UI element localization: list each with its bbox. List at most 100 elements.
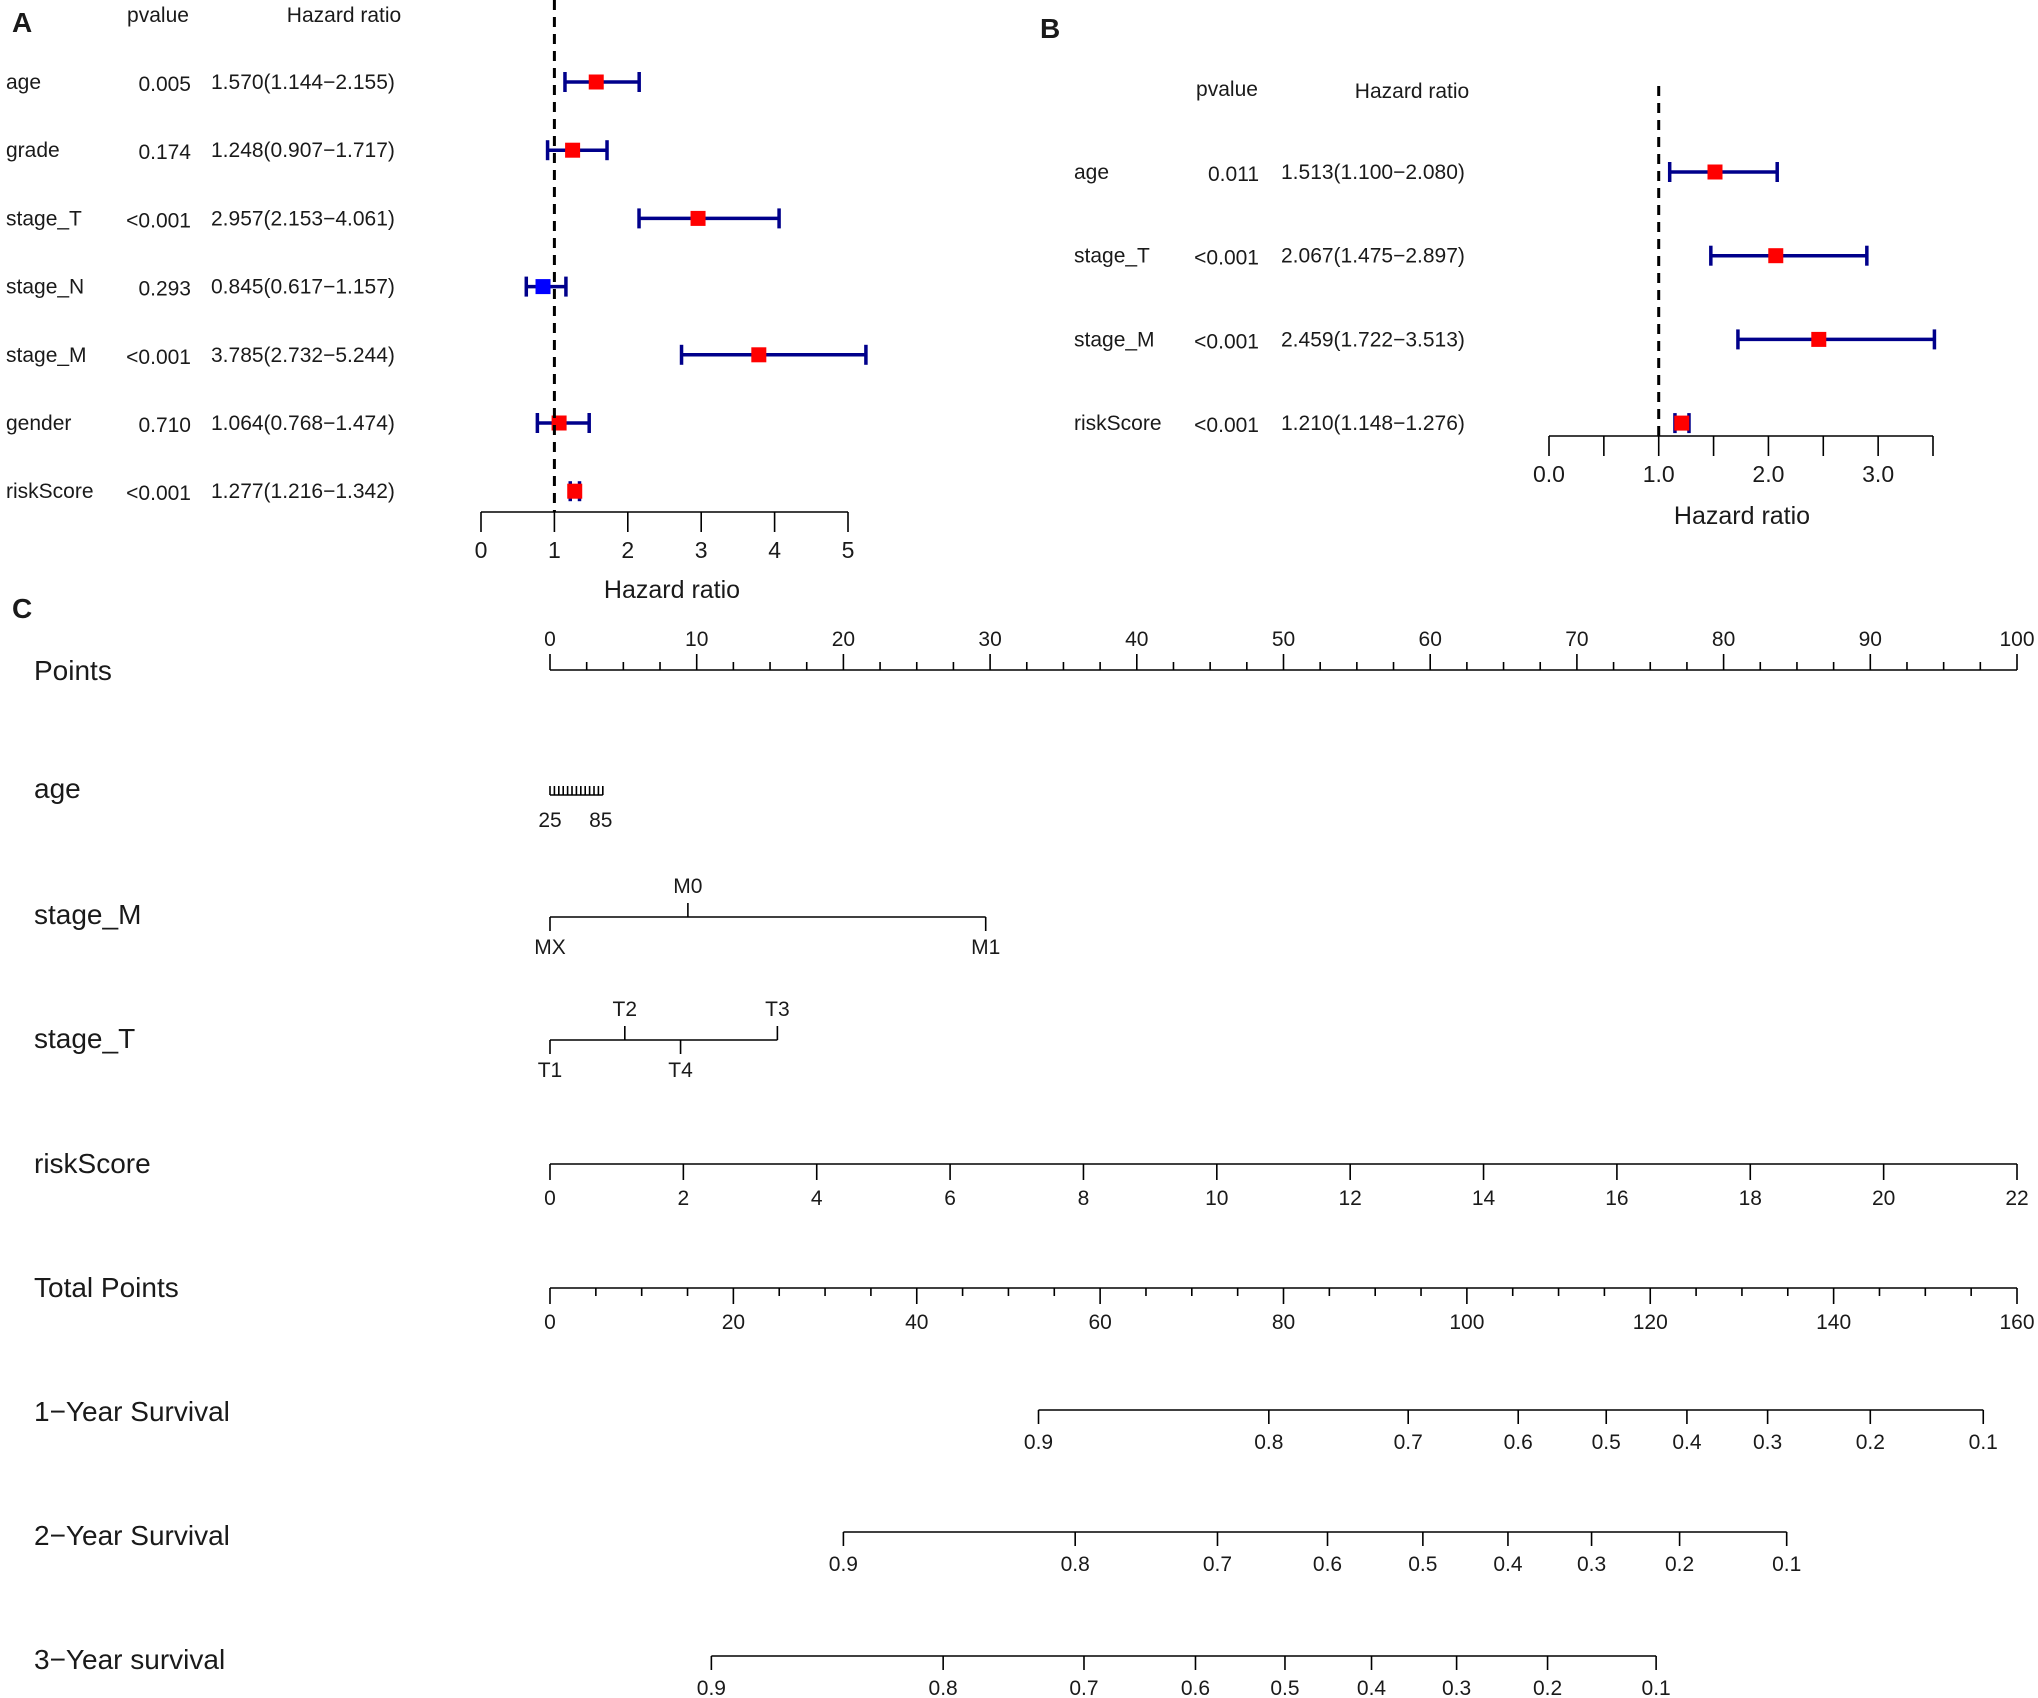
forest-row-hr-text: 0.845(0.617−1.157) xyxy=(211,276,395,299)
nomogram-tick-label: 18 xyxy=(1739,1187,1762,1210)
nomogram-row-label: riskScore xyxy=(34,1148,151,1179)
nomogram-row-label: stage_T xyxy=(34,1023,135,1054)
nomogram-probability-label: 0.7 xyxy=(1203,1553,1232,1576)
nomogram-probability-label: 0.8 xyxy=(929,1677,958,1698)
forest-x-tick-label: 0.0 xyxy=(1533,461,1565,487)
forest-x-tick-label: 3.0 xyxy=(1862,461,1894,487)
panel-b-label: B xyxy=(1040,13,1060,44)
forest-a-pvalue-header: pvalue xyxy=(127,4,189,27)
panel-c-label: C xyxy=(12,593,32,624)
forest-point xyxy=(588,74,604,90)
nomogram-probability-label: 0.2 xyxy=(1665,1553,1694,1576)
nomogram-tick-label: 80 xyxy=(1712,628,1735,651)
nomogram-tick-label: 10 xyxy=(1205,1187,1228,1210)
nomogram-tick-label: 40 xyxy=(1125,628,1148,651)
nomogram-probability-label: 0.6 xyxy=(1504,1431,1533,1454)
nomogram-tick-label: 2 xyxy=(678,1187,690,1210)
nomogram-row-label: stage_M xyxy=(34,899,141,930)
nomogram-category-label: T3 xyxy=(765,998,790,1021)
nomogram-tick-label: 0 xyxy=(544,1311,556,1334)
forest-row-pvalue: <0.001 xyxy=(126,209,191,232)
forest-row-hr-text: 1.064(0.768−1.474) xyxy=(211,412,395,435)
forest-x-tick-label: 4 xyxy=(768,537,781,563)
nomogram-probability-label: 0.4 xyxy=(1493,1553,1523,1576)
forest-row-hr-text: 3.785(2.732−5.244) xyxy=(211,344,395,367)
forest-row-pvalue: <0.001 xyxy=(1194,330,1259,353)
forest-x-tick-label: 2 xyxy=(621,537,634,563)
nomogram-tick-label: 40 xyxy=(905,1311,928,1334)
nomogram-tick-label: 12 xyxy=(1339,1187,1362,1210)
nomogram-probability-label: 0.5 xyxy=(1408,1553,1437,1576)
forest-point xyxy=(567,483,583,499)
nomogram-probability-label: 0.5 xyxy=(1270,1677,1299,1698)
forest-row-name: stage_M xyxy=(6,344,87,367)
nomogram-category-label: M1 xyxy=(971,936,1000,959)
forest-row-name: grade xyxy=(6,139,60,162)
forest-row-pvalue: 0.174 xyxy=(138,141,191,164)
nomogram-row-label: 3−Year survival xyxy=(34,1644,225,1675)
forest-row-name: stage_T xyxy=(1074,245,1150,268)
nomogram-tick-label: 120 xyxy=(1633,1311,1668,1334)
nomogram-probability-label: 0.2 xyxy=(1856,1431,1885,1454)
nomogram-row-label: Total Points xyxy=(34,1272,179,1303)
nomogram-tick-label: 10 xyxy=(685,628,708,651)
nomogram-tick-label: 70 xyxy=(1565,628,1588,651)
forest-b-hr-header: Hazard ratio xyxy=(1355,80,1469,103)
nomogram-tick-label: 20 xyxy=(722,1311,745,1334)
nomogram-probability-label: 0.3 xyxy=(1753,1431,1782,1454)
forest-row-pvalue: <0.001 xyxy=(1194,247,1259,270)
forest-row-hr-text: 2.067(1.475−2.897) xyxy=(1281,245,1465,268)
nomogram-probability-label: 0.9 xyxy=(1024,1431,1053,1454)
nomogram-row-label: Points xyxy=(34,655,112,686)
nomogram-tick-label: 16 xyxy=(1605,1187,1628,1210)
forest-row-name: gender xyxy=(6,412,71,435)
nomogram-tick-label: 90 xyxy=(1859,628,1882,651)
nomogram-probability-label: 0.3 xyxy=(1577,1553,1606,1576)
forest-point xyxy=(565,142,581,158)
nomogram-probability-label: 0.9 xyxy=(829,1553,858,1576)
forest-row-name: stage_T xyxy=(6,207,82,230)
forest-row-name: age xyxy=(1074,161,1109,184)
forest-x-tick-label: 1 xyxy=(548,537,561,563)
forest-a-xlabel: Hazard ratio xyxy=(604,576,740,604)
nomogram-probability-label: 0.9 xyxy=(697,1677,726,1698)
forest-x-tick-label: 2.0 xyxy=(1752,461,1784,487)
nomogram-tick-label: 160 xyxy=(1999,1311,2034,1334)
forest-row-hr-text: 1.277(1.216−1.342) xyxy=(211,480,395,503)
forest-b-pvalue-header: pvalue xyxy=(1196,78,1258,101)
forest-row-hr-text: 2.957(2.153−4.061) xyxy=(211,207,395,230)
forest-point xyxy=(1811,331,1827,347)
nomogram-probability-label: 0.1 xyxy=(1969,1431,1998,1454)
nomogram-tick-label: 25 xyxy=(538,809,561,832)
nomogram-category-label: MX xyxy=(534,936,566,959)
nomogram-probability-label: 0.1 xyxy=(1642,1677,1671,1698)
nomogram-probability-label: 0.8 xyxy=(1061,1553,1090,1576)
forest-point xyxy=(1768,248,1784,264)
nomogram-probability-label: 0.1 xyxy=(1772,1553,1801,1576)
forest-row-hr-text: 1.570(1.144−2.155) xyxy=(211,71,395,94)
forest-point xyxy=(1707,164,1723,180)
nomogram-tick-label: 85 xyxy=(589,809,612,832)
forest-b-xlabel: Hazard ratio xyxy=(1674,502,1810,530)
forest-row-hr-text: 1.513(1.100−2.080) xyxy=(1281,161,1465,184)
nomogram-row-label: 2−Year Survival xyxy=(34,1520,230,1551)
nomogram-tick-label: 100 xyxy=(1449,1311,1484,1334)
forest-row-pvalue: 0.293 xyxy=(138,278,191,301)
nomogram-category-label: T1 xyxy=(538,1059,563,1082)
forest-a-hr-header: Hazard ratio xyxy=(287,4,401,27)
nomogram-probability-label: 0.7 xyxy=(1069,1677,1098,1698)
nomogram-tick-label: 60 xyxy=(1088,1311,1111,1334)
nomogram-tick-label: 14 xyxy=(1472,1187,1496,1210)
forest-row-hr-text: 1.248(0.907−1.717) xyxy=(211,139,395,162)
forest-row-name: riskScore xyxy=(6,480,94,503)
nomogram-tick-label: 22 xyxy=(2005,1187,2028,1210)
nomogram-tick-label: 100 xyxy=(1999,628,2034,651)
nomogram-category-label: M0 xyxy=(673,875,702,898)
forest-point xyxy=(1674,415,1690,431)
nomogram-tick-label: 60 xyxy=(1419,628,1442,651)
nomogram-probability-label: 0.4 xyxy=(1357,1677,1387,1698)
nomogram-category-label: T2 xyxy=(613,998,638,1021)
forest-row-pvalue: <0.001 xyxy=(1194,414,1259,437)
